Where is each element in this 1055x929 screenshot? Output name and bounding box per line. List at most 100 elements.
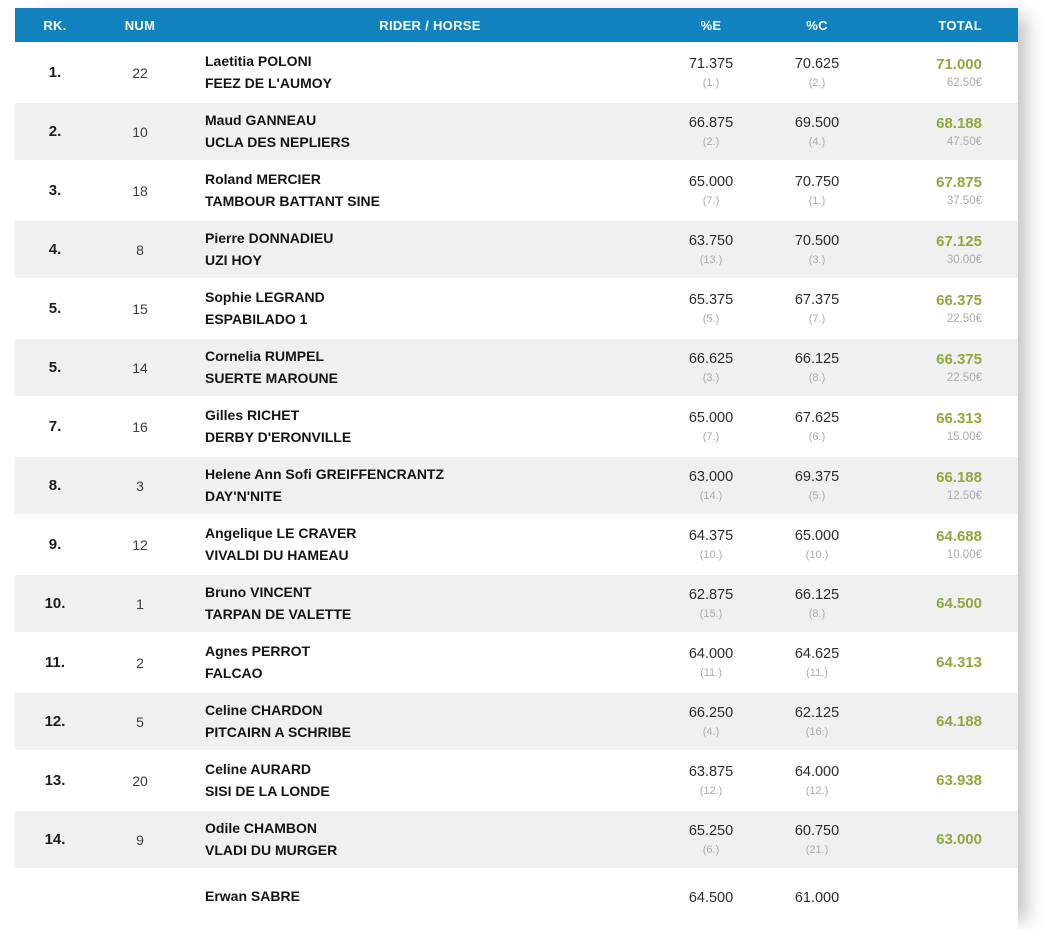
prize-value: 62.50€ [946,76,982,89]
table-row[interactable]: 7. 16 Gilles RICHET DERBY D'ERONVILLE 65… [15,398,1018,455]
table-row[interactable]: 4. 8 Pierre DONNADIEU UZI HOY 63.750 (13… [15,221,1018,278]
pct-c-value: 66.125 [794,586,840,603]
num-cell: 18 [132,182,148,199]
pct-e-rank: (5.) [702,312,720,325]
table-row[interactable]: 3. 18 Roland MERCIER TAMBOUR BATTANT SIN… [15,162,1018,219]
horse-name: VLADI DU MURGER [205,842,338,858]
pct-e-value: 62.875 [688,586,734,603]
rank-cell: 12. [44,713,66,730]
horse-name: DAY'N'NITE [205,488,282,504]
pct-c-value: 67.375 [794,291,840,308]
pct-e-rank: (7.) [702,194,720,207]
table-row[interactable]: 11. 2 Agnes PERROT FALCAO 64.000 (11.) 6… [15,634,1018,691]
table-row[interactable]: 5. 14 Cornelia RUMPEL SUERTE MAROUNE 66.… [15,339,1018,396]
total-value: 67.875 [936,173,982,191]
pct-c-rank: (16.) [805,725,829,738]
pct-e-value: 66.250 [688,704,734,721]
rider-name: Agnes PERROT [205,643,311,659]
pct-e-cell: 64.000 (11.) [655,634,767,691]
total-cell: 66.313 15.00€ [867,398,1018,455]
pct-c-value: 70.500 [794,232,840,249]
rider-name: Laetitia POLONI [205,53,312,69]
total-cell: 66.375 22.50€ [867,280,1018,337]
pct-e-rank: (15.) [699,607,723,620]
num-cell: 1 [136,595,144,612]
rider-horse-cell: Maud GANNEAU UCLA DES NEPLIERS [185,103,655,160]
pct-c-cell: 70.750 (1.) [767,162,867,219]
total-value: 66.188 [936,468,982,486]
num-cell: 12 [132,536,148,553]
pct-e-cell: 65.000 (7.) [655,398,767,455]
pct-e-value: 65.000 [688,409,734,426]
total-value: 64.313 [936,654,982,671]
pct-e-value: 65.375 [688,291,734,308]
num-cell: 10 [132,123,148,140]
rider-horse-cell: Angelique LE CRAVER VIVALDI DU HAMEAU [185,516,655,573]
table-row[interactable]: 2. 10 Maud GANNEAU UCLA DES NEPLIERS 66.… [15,103,1018,160]
total-value: 67.125 [936,232,982,250]
pct-c-value: 62.125 [794,704,840,721]
rank-cell: 3. [48,182,62,199]
horse-name: DERBY D'ERONVILLE [205,429,352,445]
pct-e-cell: 65.375 (5.) [655,280,767,337]
rider-horse-cell: Odile CHAMBON VLADI DU MURGER [185,811,655,868]
table-row[interactable]: 8. 3 Helene Ann Sofi GREIFFENCRANTZ DAY'… [15,457,1018,514]
rider-horse-cell: Celine AURARD SISI DE LA LONDE [185,752,655,809]
pct-e-value: 71.375 [688,55,734,72]
table-row[interactable]: 14. 9 Odile CHAMBON VLADI DU MURGER 65.2… [15,811,1018,868]
pct-e-cell: 63.875 (12.) [655,752,767,809]
total-cell: 64.688 10.00€ [867,516,1018,573]
pct-e-value: 65.000 [688,173,734,190]
horse-name: VIVALDI DU HAMEAU [205,547,349,563]
total-value: 71.000 [936,55,982,73]
total-cell [867,870,1018,927]
rider-horse-cell: Helene Ann Sofi GREIFFENCRANTZ DAY'N'NIT… [185,457,655,514]
pct-c-cell: 65.000 (10.) [767,516,867,573]
horse-name: TARPAN DE VALETTE [205,606,352,622]
table-row[interactable]: Erwan SABRE 64.500 61.000 [15,870,1018,927]
results-table-body: 1. 22 Laetitia POLONI FEEZ DE L'AUMOY 71… [15,44,1018,927]
rider-horse-cell: Celine CHARDON PITCAIRN A SCHRIBE [185,693,655,750]
pct-c-cell: 67.375 (7.) [767,280,867,337]
total-value: 66.313 [936,409,982,427]
prize-value: 30.00€ [946,253,982,266]
pct-e-value: 65.250 [688,822,734,839]
total-cell: 66.375 22.50€ [867,339,1018,396]
pct-e-rank: (7.) [702,430,720,443]
rank-cell: 8. [48,477,62,494]
pct-c-rank: (7.) [808,312,826,325]
pct-e-cell: 65.250 (6.) [655,811,767,868]
pct-c-value: 60.750 [794,822,840,839]
pct-e-rank: (13.) [699,253,723,266]
pct-c-rank: (4.) [808,135,826,148]
table-row[interactable]: 1. 22 Laetitia POLONI FEEZ DE L'AUMOY 71… [15,44,1018,101]
pct-e-cell: 71.375 (1.) [655,44,767,101]
num-cell: 14 [132,359,148,376]
pct-e-rank: (4.) [702,725,720,738]
table-row[interactable]: 10. 1 Bruno VINCENT TARPAN DE VALETTE 62… [15,575,1018,632]
table-row[interactable]: 13. 20 Celine AURARD SISI DE LA LONDE 63… [15,752,1018,809]
total-value: 68.188 [936,114,982,132]
pct-e-value: 63.875 [688,763,734,780]
rider-name: Celine AURARD [205,761,312,777]
rider-name: Erwan SABRE [205,887,300,904]
pct-e-rank: (3.) [702,371,720,384]
table-row[interactable]: 12. 5 Celine CHARDON PITCAIRN A SCHRIBE … [15,693,1018,750]
col-header-pct-c: %C [806,17,828,33]
horse-name: SUERTE MAROUNE [205,370,339,386]
pct-c-rank: (21.) [805,843,829,856]
pct-c-value: 70.750 [794,173,840,190]
pct-c-value: 64.625 [794,645,840,662]
total-cell: 63.938 [867,752,1018,809]
pct-e-rank: (10.) [699,548,723,561]
table-row[interactable]: 5. 15 Sophie LEGRAND ESPABILADO 1 65.375… [15,280,1018,337]
pct-e-cell: 66.875 (2.) [655,103,767,160]
rider-name: Sophie LEGRAND [205,289,325,305]
num-cell: 20 [132,772,148,789]
pct-c-cell: 70.625 (2.) [767,44,867,101]
pct-e-cell: 64.375 (10.) [655,516,767,573]
table-row[interactable]: 9. 12 Angelique LE CRAVER VIVALDI DU HAM… [15,516,1018,573]
total-cell: 67.875 37.50€ [867,162,1018,219]
pct-c-rank: (3.) [808,253,826,266]
horse-name: SISI DE LA LONDE [205,783,330,799]
